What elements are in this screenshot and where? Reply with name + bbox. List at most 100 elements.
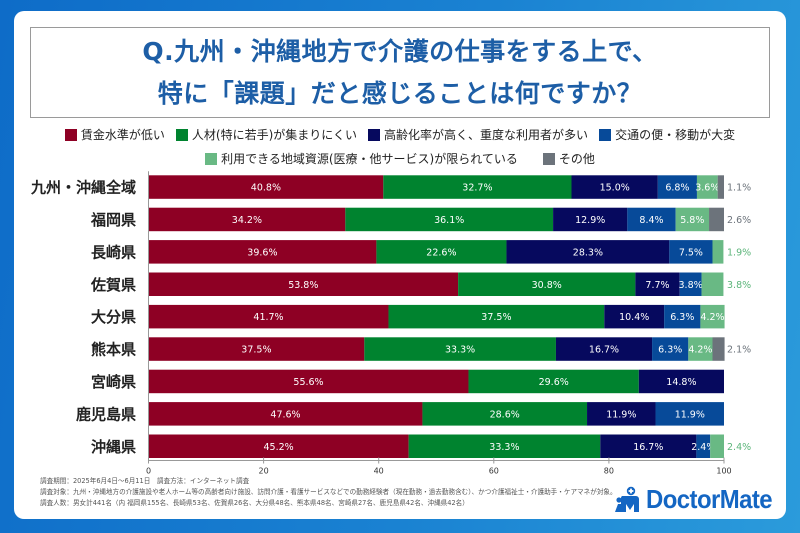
bar-segment [148, 207, 346, 232]
value-label: 7.7% [645, 280, 669, 291]
value-label: 55.6% [293, 377, 323, 388]
bar-segment [388, 304, 605, 329]
category-label: 佐賀県 [90, 276, 136, 294]
footnote-target: 調査対象：九州・沖縄地方の介護施設や老人ホーム等の高齢者向け施設、訪問介護・看護… [40, 488, 617, 496]
category-label: 長崎県 [91, 243, 136, 261]
bar-segment [468, 369, 639, 394]
value-label: 45.2% [264, 442, 294, 453]
bar-segment [717, 175, 724, 199]
value-label: 12.9% [575, 215, 605, 226]
value-label-outside: 1.9% [727, 247, 751, 258]
bar-segment [709, 207, 724, 232]
category-label: 大分県 [91, 308, 136, 326]
bar-segment [555, 337, 653, 361]
footnote-period: 調査期間：2025年6月4日〜6月11日 調査方法：インターネット調査 [40, 477, 250, 485]
title-line-1: Q.九州・沖縄地方で介護の仕事をする上で、 [142, 36, 658, 66]
bar-segment [696, 175, 718, 199]
x-tick-label: 80 [604, 467, 614, 476]
value-label: 4.2% [688, 345, 712, 356]
legend-row-2: 利用できる地域資源(医療・他サービス)が限られている その他 [30, 150, 770, 167]
value-label: 3.6% [695, 183, 719, 194]
value-label: 6.3% [670, 312, 694, 323]
bar-segment [655, 402, 724, 426]
x-tick-label: 20 [259, 467, 269, 476]
value-label: 40.8% [251, 183, 281, 194]
bar-segment [148, 337, 365, 361]
legend-swatch [175, 128, 188, 141]
value-label: 53.8% [288, 280, 318, 291]
value-label: 30.8% [532, 280, 562, 291]
question-title-box: Q.九州・沖縄地方で介護の仕事をする上で、 特に「課題」だと感じることは何ですか… [30, 27, 770, 118]
value-label: 41.7% [253, 312, 283, 323]
value-label: 11.9% [675, 409, 705, 420]
bar-segment [700, 304, 725, 329]
title-line-2: 特に「課題」だと感じることは何ですか？ [157, 78, 643, 108]
value-label: 36.1% [434, 215, 464, 226]
value-label: 8.4% [639, 215, 663, 226]
value-label: 15.0% [600, 183, 630, 194]
footnote-respondents: 調査人数：男女計441名（内 福岡県155名、長崎県53名、佐賀県26名、大分県… [40, 499, 469, 507]
bar-segment [627, 207, 676, 232]
bar-segment [652, 337, 689, 361]
value-label: 39.6% [247, 247, 277, 258]
value-label: 22.6% [426, 247, 456, 258]
legend-swatch [542, 152, 555, 165]
value-label: 7.5% [679, 247, 703, 258]
bar-segment [604, 304, 665, 329]
doctormate-logo-text: DoctorMate [646, 484, 773, 514]
value-label: 33.3% [445, 345, 475, 356]
bar-segment [696, 434, 711, 458]
value-label: 28.3% [573, 247, 603, 258]
legend-label: その他 [558, 152, 595, 166]
bar-segment [364, 337, 556, 361]
legend-label: 人材(特に若手)が集まりにくい [191, 128, 358, 142]
value-label-outside: 3.8% [727, 280, 751, 291]
value-label-outside: 2.6% [727, 215, 751, 226]
bar-segment [506, 240, 670, 264]
x-tick-label: 0 [146, 467, 151, 476]
category-label: 九州・沖縄全域 [30, 179, 136, 197]
bar-segment [422, 402, 588, 426]
bar-segment [664, 304, 701, 329]
bar-segment [701, 272, 724, 296]
legend-item-wage: 賃金水準が低い [64, 126, 165, 143]
legend-swatch [205, 152, 218, 165]
bar-segment [688, 337, 713, 361]
value-label-outside: 2.4% [727, 442, 751, 453]
category-label: 熊本県 [91, 341, 136, 359]
bar-segment [345, 207, 554, 232]
category-label: 鹿児島県 [76, 405, 136, 423]
x-tick-label: 100 [716, 467, 731, 476]
bar-segment [458, 272, 636, 296]
bar-segment [710, 434, 724, 458]
bar-segment [712, 240, 724, 264]
legend-swatch [64, 128, 77, 141]
bar-segment [148, 434, 409, 458]
bar-segment [600, 434, 697, 458]
value-label: 6.3% [658, 345, 682, 356]
bar-segment [669, 240, 713, 264]
legend-label: 賃金水準が低い [80, 128, 165, 142]
bar-segment [553, 207, 628, 232]
legend-item-staffing: 人材(特に若手)が集まりにくい [175, 126, 358, 143]
legend-swatch [599, 128, 612, 141]
bar-segment [571, 175, 658, 199]
bar-segment [679, 272, 702, 296]
value-label-outside: 2.1% [727, 345, 751, 356]
value-label: 11.9% [606, 409, 636, 420]
value-label: 10.4% [619, 312, 649, 323]
bar-segment [408, 434, 601, 458]
value-label: 37.5% [241, 345, 271, 356]
value-label: 47.6% [270, 409, 300, 420]
bar-segment [148, 402, 423, 426]
value-label: 28.6% [490, 409, 520, 420]
bar-segment [587, 402, 656, 426]
bar-segment [148, 369, 469, 394]
legend-item-transport: 交通の便・移動が大変 [599, 126, 735, 143]
value-label: 4.2% [700, 312, 724, 323]
bar-segment [148, 175, 384, 199]
category-label: 福岡県 [90, 211, 136, 229]
bar-segment [376, 240, 507, 264]
value-label: 16.7% [633, 442, 663, 453]
legend-item-other: その他 [542, 150, 595, 167]
